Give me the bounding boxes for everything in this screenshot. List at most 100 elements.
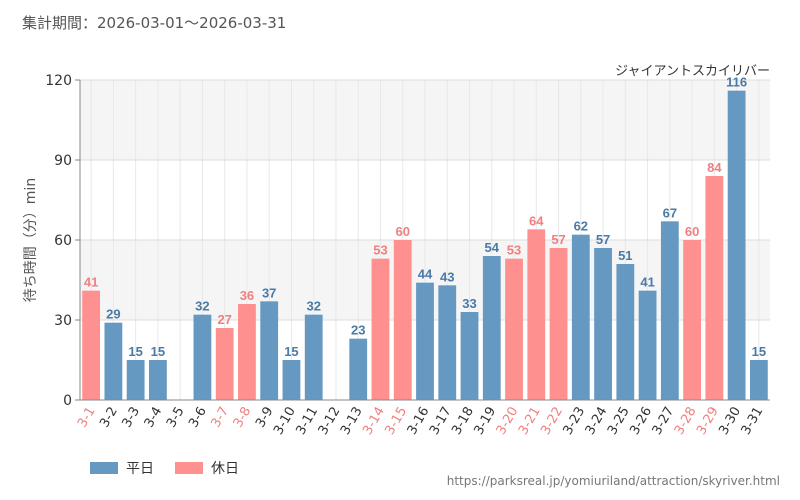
data-label: 33 — [462, 296, 476, 311]
x-tick-label: 3-26 — [627, 405, 655, 438]
legend-holiday[interactable]: 休日 — [175, 458, 239, 478]
period-label: 集計期間：2026-03-01～2026-03-31 — [22, 14, 287, 32]
bar-3-1[interactable] — [82, 290, 101, 400]
data-label: 57 — [596, 232, 610, 247]
y-tick-label: 90 — [54, 153, 72, 169]
x-tick-label: 3-29 — [694, 405, 722, 438]
x-tick-label: 3-30 — [716, 405, 744, 438]
data-label: 36 — [240, 288, 254, 303]
bar-3-17[interactable] — [438, 285, 457, 400]
x-tick-label: 3-21 — [516, 405, 544, 438]
bar-3-23[interactable] — [571, 234, 590, 400]
x-tick-label: 3-3 — [120, 405, 144, 431]
data-label: 29 — [106, 307, 120, 322]
bar-3-11[interactable] — [304, 314, 323, 400]
data-label: 116 — [726, 75, 747, 90]
bar-3-3[interactable] — [126, 360, 145, 400]
x-tick-label: 3-28 — [672, 405, 700, 438]
data-label: 32 — [306, 299, 320, 314]
legend-holiday-label: 休日 — [211, 461, 239, 477]
bar-3-21[interactable] — [527, 229, 546, 400]
legend-holiday-swatch — [175, 462, 203, 474]
bar-3-29[interactable] — [705, 176, 724, 400]
data-label: 60 — [685, 224, 699, 239]
y-axis: 0 30 60 90 120 — [45, 73, 81, 409]
legend-weekday-swatch — [90, 462, 118, 474]
x-tick-label: 3-13 — [338, 405, 366, 438]
x-tick-label: 3-17 — [427, 405, 455, 438]
legend-weekday[interactable]: 平日 — [90, 458, 154, 478]
x-tick-label: 3-14 — [360, 405, 388, 438]
data-label: 37 — [262, 285, 276, 300]
bar-3-16[interactable] — [416, 282, 434, 400]
bar-3-4[interactable] — [149, 360, 167, 400]
data-label: 41 — [640, 275, 654, 290]
data-label: 41 — [84, 275, 98, 290]
bar-3-2[interactable] — [104, 322, 123, 400]
data-label: 15 — [752, 344, 766, 359]
bar-3-7[interactable] — [215, 328, 234, 400]
data-label: 51 — [618, 248, 632, 263]
x-tick-label: 3-31 — [739, 405, 767, 438]
x-tick-label: 3-2 — [97, 405, 121, 431]
data-label: 57 — [551, 232, 565, 247]
x-tick-label: 3-20 — [494, 405, 522, 438]
bar-3-30[interactable] — [727, 90, 746, 401]
x-tick-label: 3-10 — [271, 405, 299, 438]
bar-3-31[interactable] — [749, 360, 768, 400]
data-label: 15 — [284, 344, 298, 359]
x-tick-label: 3-6 — [186, 405, 210, 431]
x-tick-label: 3-11 — [293, 405, 321, 438]
bar-3-19[interactable] — [482, 256, 501, 400]
bar-3-25[interactable] — [616, 264, 635, 400]
bar-3-27[interactable] — [660, 221, 679, 400]
data-label: 27 — [217, 312, 231, 327]
data-label: 53 — [373, 243, 387, 258]
x-tick-label: 3-18 — [449, 405, 477, 438]
x-tick-label: 3-19 — [471, 404, 499, 437]
bar-3-28[interactable] — [683, 240, 701, 400]
bar-3-15[interactable] — [393, 240, 412, 400]
data-label: 67 — [663, 205, 677, 220]
x-tick-label: 3-4 — [142, 405, 166, 431]
data-label: 60 — [396, 224, 410, 239]
bar-3-26[interactable] — [638, 290, 657, 400]
x-tick-label: 3-22 — [538, 405, 566, 438]
source-url: https://parksreal.jp/yomiuriland/attract… — [446, 474, 780, 488]
bar-3-9[interactable] — [260, 301, 279, 400]
bar-3-18[interactable] — [460, 312, 479, 400]
x-tick-label: 3-16 — [405, 405, 433, 438]
bar-3-14[interactable] — [371, 258, 390, 400]
data-label: 53 — [507, 243, 521, 258]
data-label: 23 — [351, 323, 365, 338]
data-label: 62 — [574, 219, 588, 234]
data-label: 54 — [485, 240, 500, 255]
x-tick-label: 3-15 — [382, 405, 410, 438]
bar-3-22[interactable] — [549, 248, 568, 400]
x-tick-label: 3-1 — [75, 405, 99, 431]
bar-3-10[interactable] — [282, 360, 301, 400]
bar-3-8[interactable] — [238, 304, 256, 400]
x-tick-label: 3-12 — [316, 405, 344, 438]
data-label: 64 — [529, 213, 544, 228]
data-label: 32 — [195, 299, 209, 314]
y-tick-label: 60 — [54, 233, 72, 249]
bar-3-6[interactable] — [193, 314, 212, 400]
y-axis-title: 待ち時間（分）min — [23, 178, 39, 302]
data-label: 43 — [440, 269, 454, 284]
bar-3-24[interactable] — [594, 248, 612, 400]
data-label: 84 — [707, 160, 722, 175]
y-tick-label: 30 — [54, 313, 72, 329]
x-tick-label: 3-24 — [583, 405, 611, 438]
bar-3-13[interactable] — [349, 338, 368, 400]
x-tick-label: 3-27 — [650, 405, 678, 438]
x-tick-label: 3-25 — [605, 405, 633, 438]
x-tick-label: 3-7 — [209, 405, 233, 431]
data-label: 15 — [151, 344, 165, 359]
legend-weekday-label: 平日 — [126, 461, 154, 477]
y-tick-label: 0 — [63, 393, 72, 409]
data-labels: 41 29 15 15 32 27 36 37 15 32 23 53 60 44 43 33 54 53 64 57… — [84, 75, 766, 359]
bar-3-20[interactable] — [505, 258, 523, 400]
chart-title: ジャイアントスカイリバー — [615, 64, 770, 79]
